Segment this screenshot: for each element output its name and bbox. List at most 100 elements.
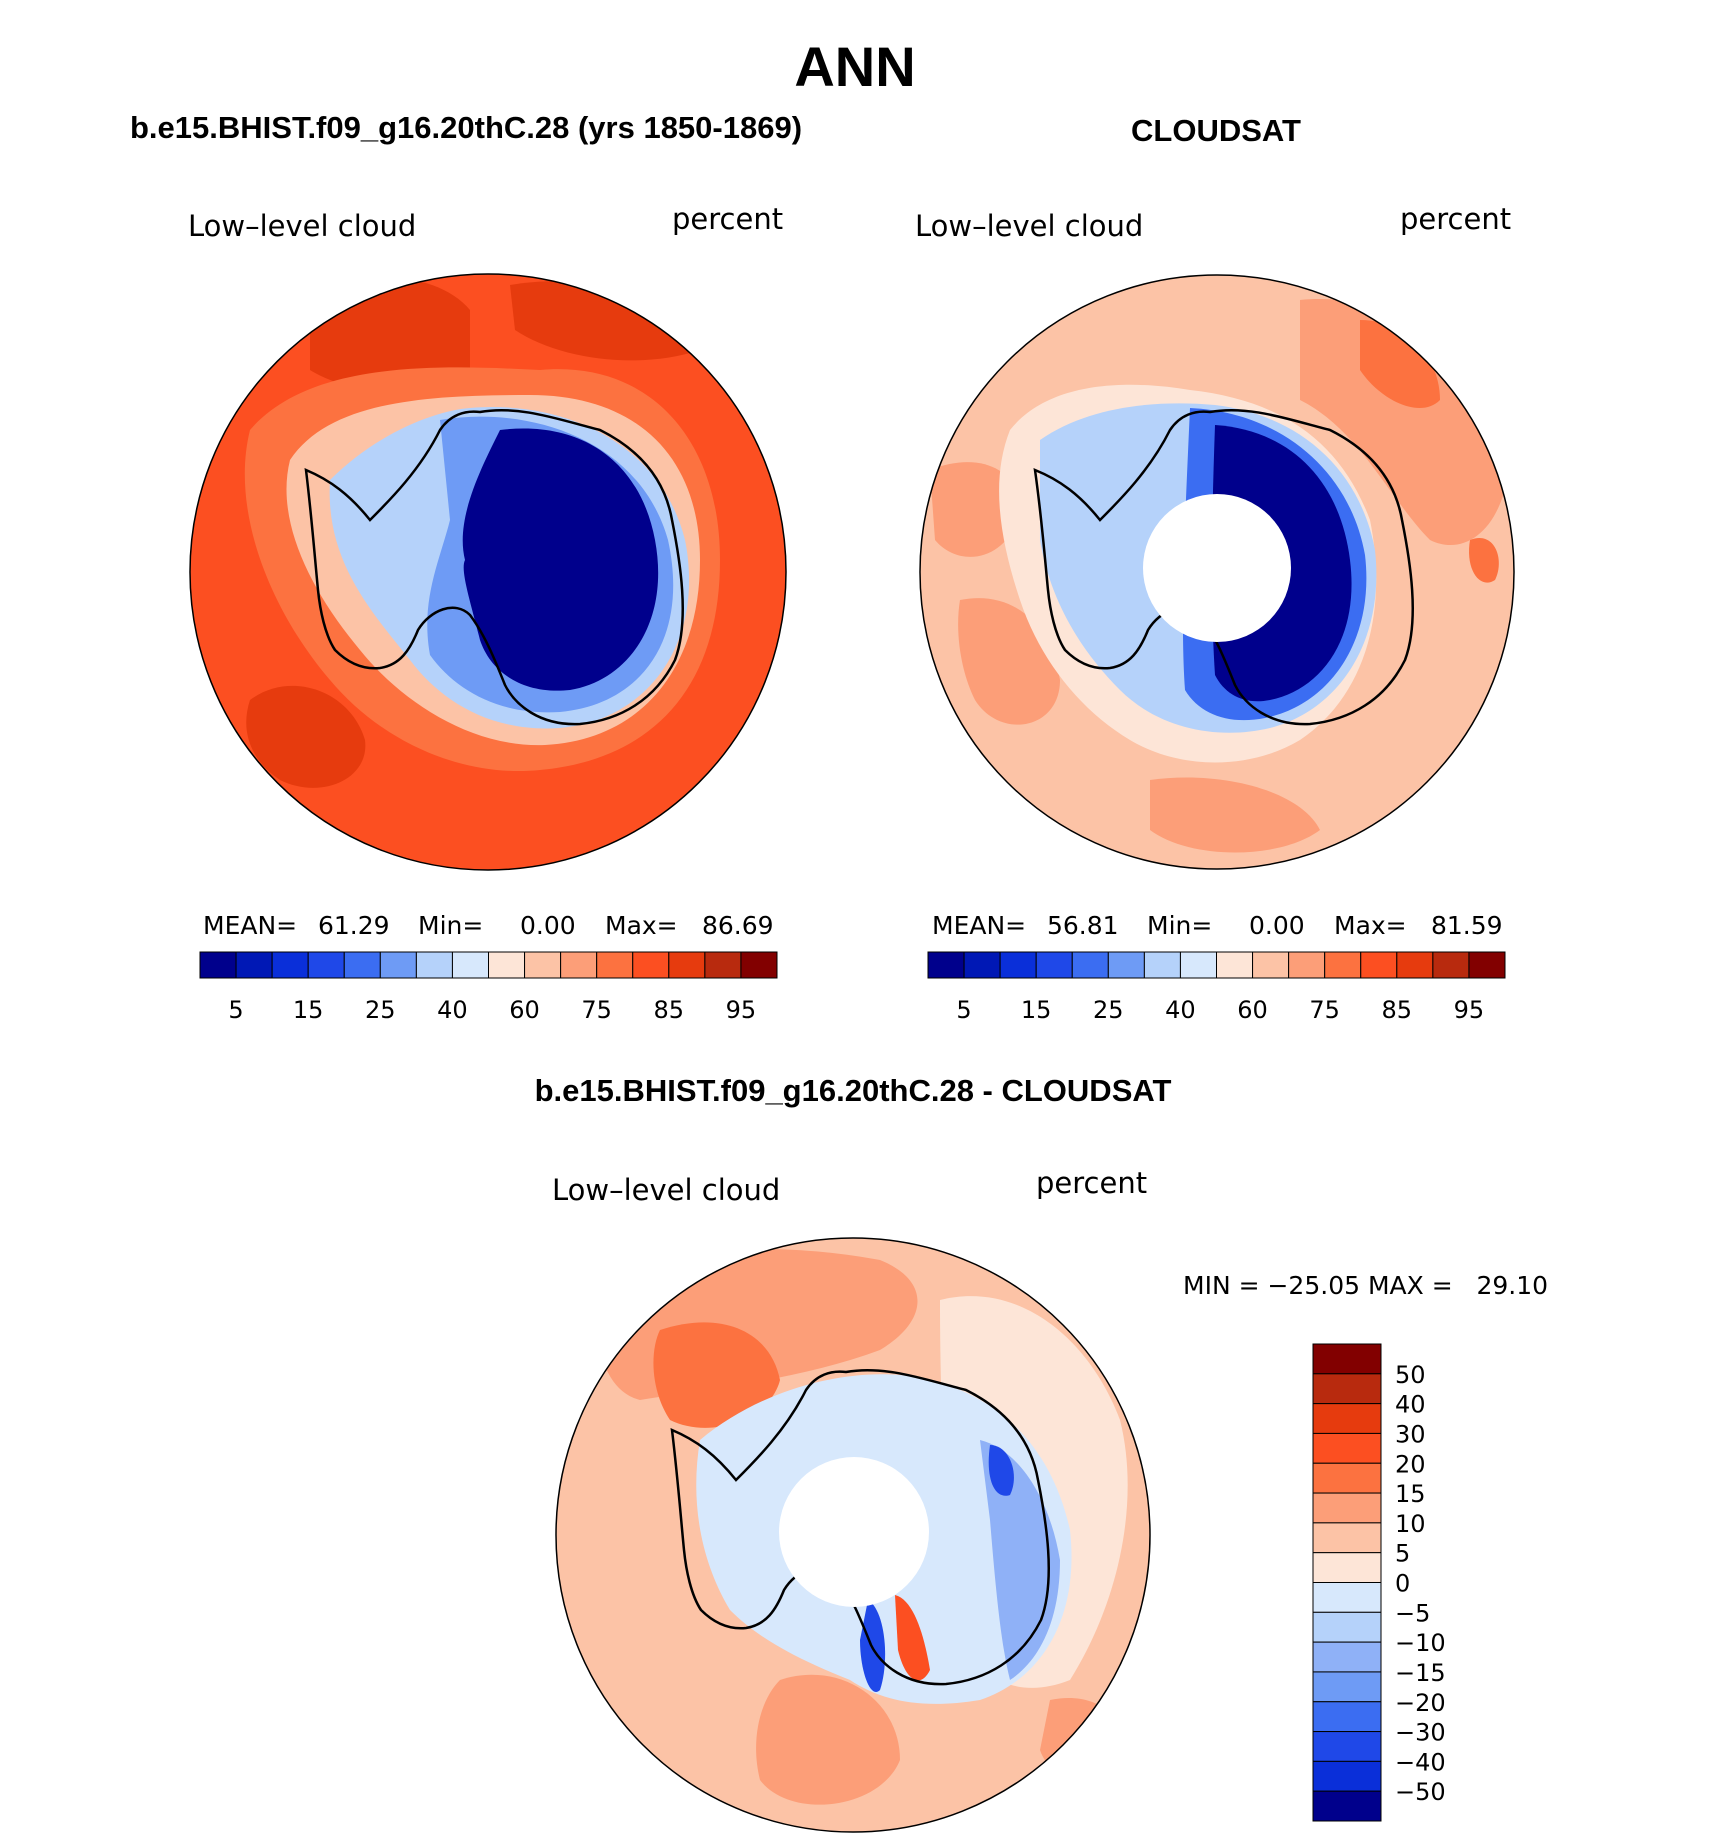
colorbar-swatch <box>271 951 309 979</box>
panel-diff-header: b.e15.BHIST.f09_g16.20thC.28 - CLOUDSAT <box>535 1073 1172 1108</box>
panel-obs-patch-cloud-high <box>1469 538 1499 583</box>
panel-model-stats: MEAN= 61.29 Min= 0.00 Max= 86.69 <box>203 911 774 940</box>
colorbar-swatch <box>1312 1611 1382 1643</box>
colorbar-swatch <box>1312 1373 1382 1405</box>
colorbar-label: 15 <box>293 996 324 1024</box>
colorbar-label: 10 <box>1395 1510 1426 1538</box>
panel-obs-coastline <box>1033 408 1414 726</box>
colorbar-swatch <box>596 951 634 979</box>
colorbar-swatch <box>1312 1731 1382 1762</box>
panel-obs-patch-cloud-band <box>930 462 1020 557</box>
panel-model: b.e15.BHIST.f09_g16.20thC.28 (yrs 1850-1… <box>130 110 802 1024</box>
colorbar-swatch <box>415 951 453 979</box>
colorbar-swatch <box>1312 1492 1382 1524</box>
colorbar-swatch <box>1143 951 1181 979</box>
colorbar-label: 40 <box>1165 996 1196 1024</box>
colorbar-label: −20 <box>1395 1689 1446 1717</box>
colorbar-label: 75 <box>1309 996 1340 1024</box>
colorbar-label: 5 <box>228 996 243 1024</box>
colorbar-label: 40 <box>437 996 468 1024</box>
colorbar-swatch <box>1312 1671 1382 1703</box>
colorbar-label: 20 <box>1395 1450 1426 1478</box>
colorbar-swatch <box>524 951 562 979</box>
colorbar-swatch <box>1035 951 1073 979</box>
panel-obs-units: percent <box>1400 202 1511 236</box>
colorbar-swatch <box>488 951 526 979</box>
panel-model-mean-value: 61.29 <box>318 911 390 940</box>
colorbar-obs: 5 15 25 40 60 75 85 95 <box>927 951 1506 1024</box>
colorbar-label: −15 <box>1395 1659 1446 1687</box>
panel-model-max-label: Max= <box>605 911 678 940</box>
colorbar-swatch <box>927 951 965 979</box>
colorbar-swatch <box>740 951 778 979</box>
colorbar-swatch <box>1312 1790 1382 1822</box>
colorbar-swatch <box>307 951 345 979</box>
panel-diff-patch-positive-band <box>1040 1698 1122 1779</box>
figure-title: ANN <box>794 35 915 98</box>
panel-diff-patch-positive-band <box>756 1674 900 1805</box>
colorbar-swatch <box>1288 951 1326 979</box>
colorbar-label: 5 <box>1395 1540 1410 1568</box>
colorbar-swatch <box>1071 951 1109 979</box>
colorbar-label: 85 <box>654 996 685 1024</box>
colorbar-label: −50 <box>1395 1778 1446 1806</box>
colorbar-swatch <box>1312 1701 1382 1733</box>
panel-obs-variable: Low–level cloud <box>915 209 1143 243</box>
colorbar-label: 95 <box>1454 996 1485 1024</box>
panel-model-variable: Low–level cloud <box>188 209 416 243</box>
colorbar-swatch <box>1252 951 1290 979</box>
colorbar-label: 85 <box>1382 996 1413 1024</box>
colorbar-swatch <box>1312 1403 1382 1434</box>
panel-obs-header: CLOUDSAT <box>1131 113 1301 148</box>
panel-diff-coastline <box>670 1368 1050 1686</box>
colorbar-label: 0 <box>1395 1570 1410 1598</box>
colorbar-swatch <box>668 951 706 979</box>
panel-model-header: b.e15.BHIST.f09_g16.20thC.28 (yrs 1850-1… <box>130 110 802 145</box>
panel-diff-pole-hole <box>779 1457 929 1607</box>
colorbar-swatch <box>1216 951 1254 979</box>
panel-obs-patch-cloud-band <box>1150 777 1320 853</box>
panel-model-coastline <box>304 408 684 726</box>
colorbar-swatch <box>1312 1582 1382 1613</box>
panel-diff-patch-positive-high <box>653 1322 780 1428</box>
colorbar-label: 40 <box>1395 1391 1426 1419</box>
panel-model-map <box>190 274 786 870</box>
colorbar-swatch <box>1312 1641 1382 1673</box>
colorbar-swatch <box>1324 951 1362 979</box>
panel-diff-variable: Low–level cloud <box>552 1173 780 1207</box>
panel-obs-max-value: 81.59 <box>1431 911 1503 940</box>
panel-obs-min-label: Min= <box>1147 911 1212 940</box>
colorbar-label: −5 <box>1395 1599 1430 1627</box>
panel-model-patch-high-cloud <box>246 685 366 788</box>
panel-model-patch-ice-interior <box>462 428 659 691</box>
colorbar-swatch <box>632 951 670 979</box>
panel-obs-map-frame <box>919 274 1515 870</box>
panel-obs-mean-value: 56.81 <box>1047 911 1119 940</box>
panel-model-min-label: Min= <box>418 911 483 940</box>
panel-obs-min-value: 0.00 <box>1249 911 1305 940</box>
panel-diff-minmax: MIN = −25.05 MAX = 29.10 <box>1183 1271 1548 1300</box>
panel-model-max-value: 86.69 <box>702 911 774 940</box>
panel-diff-patch-negative-strong <box>988 1445 1014 1496</box>
panel-obs-max-label: Max= <box>1334 911 1407 940</box>
colorbar-swatch <box>963 951 1001 979</box>
panel-obs-pole-hole <box>1143 494 1291 642</box>
colorbar-label: 25 <box>365 996 396 1024</box>
panel-obs-mean-label: MEAN= <box>932 911 1026 940</box>
colorbar-label: −40 <box>1395 1748 1446 1776</box>
colorbar-label: 25 <box>1093 996 1124 1024</box>
colorbar-label: 5 <box>956 996 971 1024</box>
colorbar-label: −10 <box>1395 1629 1446 1657</box>
colorbar-swatch <box>235 951 273 979</box>
panel-obs-stats: MEAN= 56.81 Min= 0.00 Max= 81.59 <box>932 911 1503 940</box>
colorbar-swatch <box>343 951 381 979</box>
panel-model-map-frame <box>189 273 787 871</box>
colorbar-swatch <box>1107 951 1145 979</box>
panel-obs: CLOUDSAT Low–level cloud percent MEAN= 5… <box>915 113 1515 1024</box>
panel-diff-map-frame <box>555 1237 1151 1833</box>
colorbar-swatch <box>1432 951 1470 979</box>
panel-diff-patch-positive-strong <box>895 1595 930 1681</box>
colorbar-label: 60 <box>509 996 540 1024</box>
